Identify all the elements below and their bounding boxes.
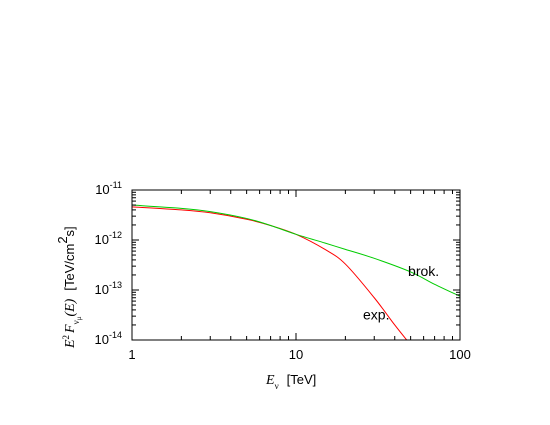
x-tick-label: 1 xyxy=(128,347,135,362)
series-line-brok xyxy=(132,204,460,297)
x-tick-label: 10 xyxy=(289,347,303,362)
y-tick-label: 10-13 xyxy=(95,280,122,297)
y-axis-label: E2Fνμ(E)[TeV/cm2s] xyxy=(55,226,84,349)
series-line-exp xyxy=(132,206,408,340)
y-tick-label: 10-11 xyxy=(95,180,122,197)
y-tick-label: 10-14 xyxy=(95,330,122,347)
y-tick-label: 10-12 xyxy=(95,230,122,247)
label-layer: 1 10 100 10-11 10-12 10-13 10-14 brok. exp. xyxy=(95,180,471,362)
x-axis-label: Eν [TeV] xyxy=(265,372,316,391)
x-tick-label: 100 xyxy=(449,347,471,362)
series-label-brok: brok. xyxy=(408,263,439,279)
series-layer xyxy=(132,204,460,340)
series-label-exp: exp. xyxy=(363,306,389,322)
plot-frame xyxy=(131,189,461,341)
